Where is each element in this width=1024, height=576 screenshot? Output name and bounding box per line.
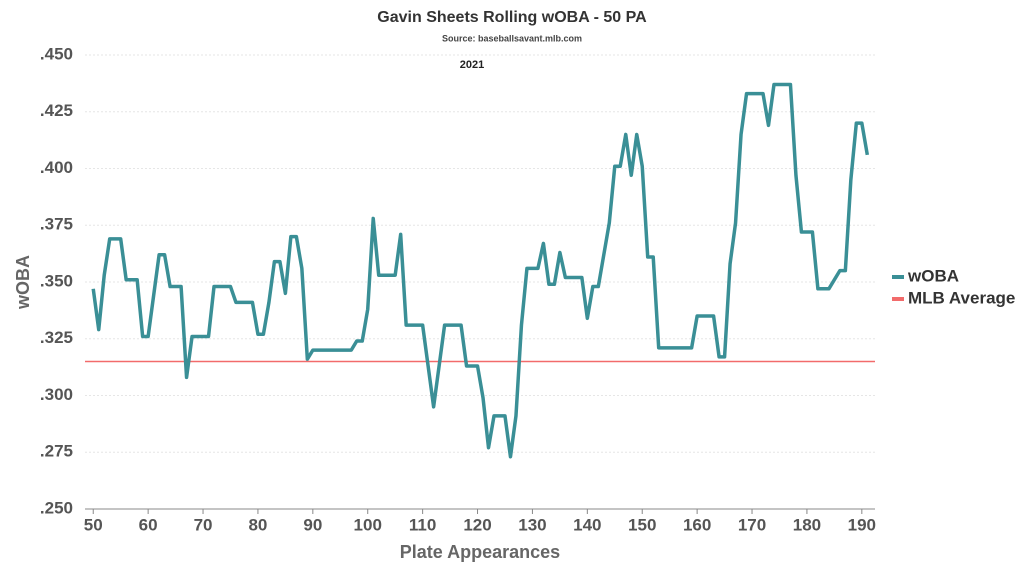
y-tick-label: .375 — [40, 215, 73, 234]
x-tick-label: 90 — [303, 515, 322, 534]
series-line — [91, 82, 870, 459]
x-tick-label: 150 — [628, 515, 656, 534]
x-tick-label: 190 — [848, 515, 876, 534]
y-tick-label: .275 — [40, 442, 73, 461]
y-tick-label: .400 — [40, 158, 73, 177]
legend-label: MLB Average — [908, 288, 1015, 307]
x-tick-label: 120 — [463, 515, 491, 534]
x-tick-label: 80 — [248, 515, 267, 534]
y-tick-label: .300 — [40, 385, 73, 404]
x-tick-label: 100 — [354, 515, 382, 534]
x-tick-label: 180 — [793, 515, 821, 534]
chart-title: Gavin Sheets Rolling wOBA - 50 PA — [377, 9, 647, 26]
x-tick-label: 110 — [409, 515, 436, 534]
x-tick-label: 70 — [194, 515, 213, 534]
y-tick-label: .450 — [40, 44, 73, 63]
y-tick-label: .425 — [40, 101, 73, 120]
x-tick-label: 50 — [84, 515, 103, 534]
x-tick-label: 160 — [683, 515, 711, 534]
y-tick-label: .350 — [40, 271, 73, 290]
x-tick-label: 130 — [518, 515, 546, 534]
y-tick-label: .325 — [40, 328, 73, 347]
y-axis-label: wOBA — [13, 255, 33, 310]
x-tick-label: 140 — [573, 515, 601, 534]
chart-subtitle: Source: baseballsavant.mlb.com — [442, 33, 582, 43]
legend-label: wOBA — [907, 266, 959, 285]
x-tick-label: 170 — [738, 515, 766, 534]
year-annotation: 2021 — [460, 59, 484, 71]
y-tick-label: .250 — [40, 498, 73, 517]
x-tick-label: 60 — [139, 515, 158, 534]
x-axis-label: Plate Appearances — [400, 542, 560, 562]
